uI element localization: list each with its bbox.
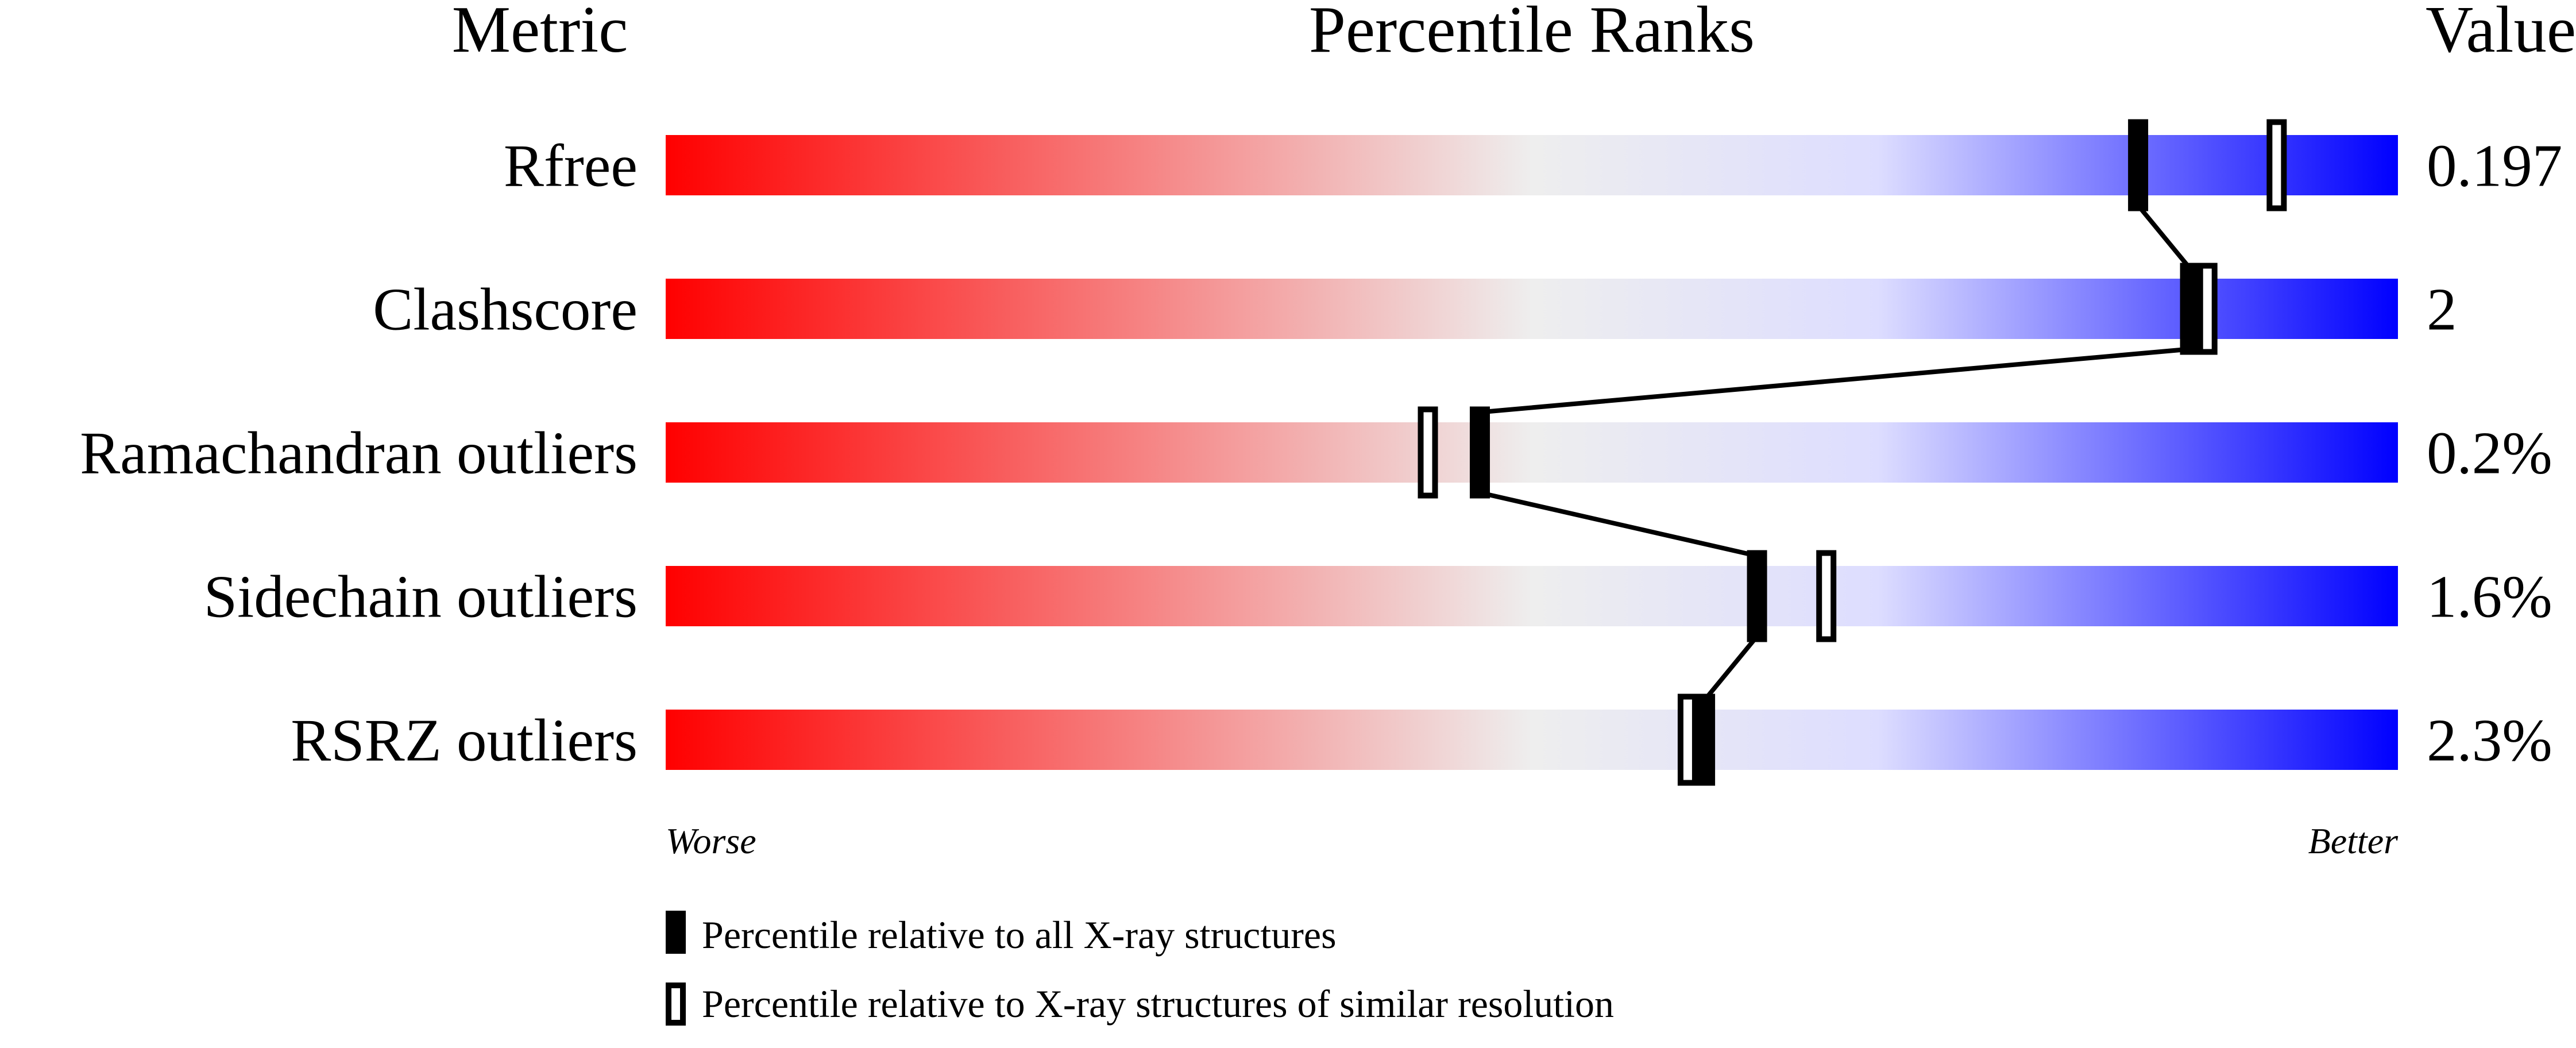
marker-similar-resolution: [1677, 693, 1698, 786]
metric-value: 2.3%: [2427, 707, 2552, 774]
marker-all-structures: [1695, 693, 1716, 786]
metric-label: Rfree: [504, 132, 638, 199]
legend-open-label: Percentile relative to X-ray structures …: [702, 982, 1614, 1026]
marker-similar-resolution: [2197, 263, 2218, 355]
marker-similar-resolution: [1816, 550, 1837, 642]
metric-value: 1.6%: [2427, 563, 2552, 630]
header-percentile-ranks: Percentile Ranks: [1309, 0, 1755, 66]
metric-value: 0.2%: [2427, 419, 2552, 487]
legend-filled-marker: [666, 911, 686, 954]
percentile-bar: [666, 566, 2398, 626]
connector-line: [1479, 490, 1758, 558]
percentile-bar: [666, 135, 2398, 195]
marker-similar-resolution: [2266, 119, 2287, 211]
marker-all-structures: [1470, 406, 1490, 499]
connector-line: [1703, 634, 1759, 702]
axis-label-better: Better: [2308, 820, 2399, 861]
header-value: Value: [2426, 0, 2576, 66]
legend-filled-label: Percentile relative to all X-ray structu…: [702, 913, 1337, 957]
axis-label-worse: Worse: [666, 820, 756, 861]
marker-all-structures: [2180, 263, 2200, 355]
legend-open-marker: [666, 982, 686, 1026]
header-metric: Metric: [452, 0, 628, 66]
metric-value: 0.197: [2427, 132, 2562, 199]
metric-label: RSRZ outliers: [291, 707, 638, 774]
percentile-bar: [666, 710, 2398, 770]
marker-similar-resolution: [1418, 406, 1438, 499]
percentile-bar: [666, 279, 2398, 339]
metric-value: 2: [2427, 276, 2457, 343]
metric-label: Sidechain outliers: [204, 563, 638, 630]
metric-label: Ramachandran outliers: [80, 419, 638, 487]
marker-all-structures: [2128, 119, 2149, 211]
percentile-bar: [666, 422, 2398, 483]
metric-label: Clashscore: [373, 276, 638, 343]
connector-line: [1480, 346, 2191, 415]
marker-all-structures: [1747, 550, 1767, 642]
connector-line: [2136, 203, 2192, 271]
